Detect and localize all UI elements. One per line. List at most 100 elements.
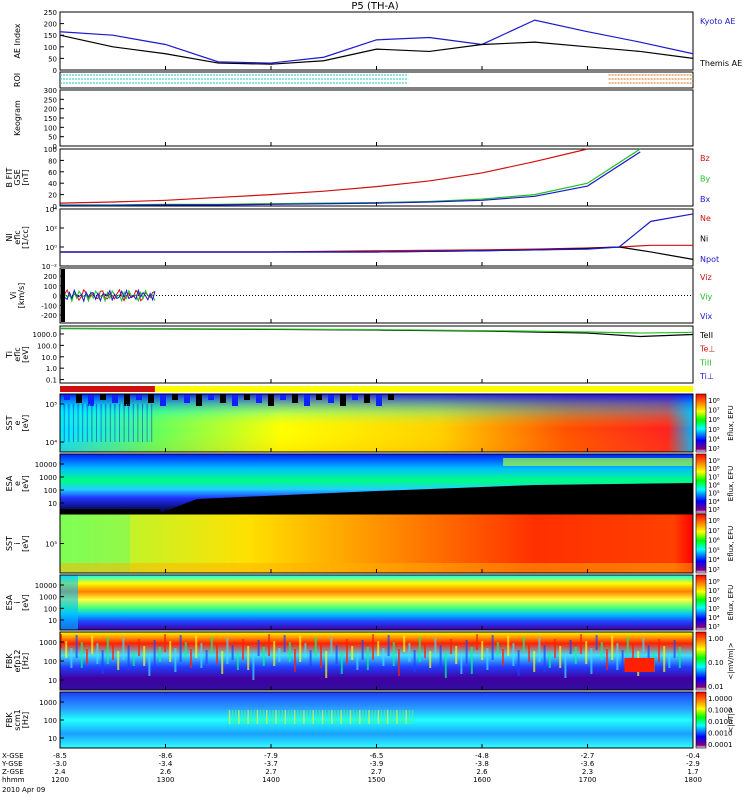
bfield-y-tick-1: 20: [48, 192, 57, 200]
fbk-e-burst-98: [569, 640, 572, 654]
sst-e-y-tick-0: 10⁴: [45, 439, 57, 447]
esa-e-cbar-tick-6: 10³: [708, 506, 720, 514]
esa-i-cbar-tick-0: 10⁸: [708, 578, 720, 586]
fbk-e-burst-119: [678, 647, 681, 668]
fbk-b-burst-57: [405, 710, 407, 724]
sst-e-block-8: [160, 394, 166, 406]
fbk-e-burst-91: [533, 651, 536, 672]
fbk-e-burst-5: [86, 649, 88, 664]
ae-ylabel-line-0: AE Index: [13, 23, 22, 58]
fbk-b-y-tick-1: 100: [44, 717, 57, 725]
fbk-e-burst-0: [60, 634, 62, 648]
fbk-e-burst-10: [112, 644, 114, 660]
fbk-e-burst-83: [491, 635, 494, 660]
sst-e-cbar-tick-0: 10⁸: [708, 397, 720, 405]
fbk-e-burst-65: [398, 649, 400, 676]
fbk-b-burst-6: [247, 710, 249, 724]
fbk-b-burst-22: [297, 710, 299, 724]
fbk-e-y-tick-0: 10: [48, 677, 57, 685]
mode-bar-segment-0: [60, 386, 155, 392]
sst-e-block-3: [100, 394, 106, 400]
fbk-e-burst-42: [278, 648, 281, 662]
velocity-legend-1: Viy: [700, 293, 713, 302]
sst-i-cbar-tick-3: 10⁵: [708, 546, 720, 554]
fbk-e-burst-105: [606, 649, 608, 670]
sst-e-block-4: [112, 394, 118, 403]
fbk-b-burst-4: [241, 710, 243, 724]
sst-e-block-19: [292, 394, 298, 403]
density-ylabel-line-1: eflc: [13, 230, 22, 244]
fbk-e-burst-103: [595, 635, 598, 650]
fbk-b-burst-17: [281, 710, 283, 724]
fbk-e-burst-40: [268, 634, 270, 656]
bfield-legend-2: Bx: [700, 195, 710, 204]
sst-e-block-24: [352, 394, 358, 400]
fbk-e-burst-16: [143, 646, 146, 666]
velocity-legend-0: Viz: [700, 273, 712, 282]
esa-i-ylabel-line-0: ESA: [5, 594, 14, 610]
fbk-e-burst-19: [158, 647, 161, 662]
sst-e-block-26: [376, 394, 382, 406]
sst-i-bottom-band: [60, 563, 693, 573]
fbk-b-ylabel-line-0: FBK: [5, 712, 14, 728]
sst-i-cbar-tick-0: 10⁸: [708, 517, 720, 525]
esa-i-cbar-tick-1: 10⁷: [708, 587, 720, 595]
esa-e-cbar-tick-5: 10⁴: [708, 498, 720, 506]
fbk-b-cbar-tick-2: 0.0100: [708, 718, 733, 726]
sst-e-block-12: [208, 394, 214, 400]
fbk-b-cbar-label: <|nT|>: [727, 707, 735, 732]
velocity-ylabel-line-1: [km/s]: [17, 283, 26, 309]
plot-title: P5 (TH-A): [351, 1, 399, 12]
density-y-tick-3: 10⁴: [45, 206, 57, 214]
ae-legend-1: Themis AE: [699, 59, 742, 68]
sst-i-colorbar: [695, 513, 707, 574]
esa-e-ylabel-line-2: [eV]: [21, 475, 30, 492]
fbk-b-burst-52: [390, 710, 392, 724]
fbk-e-burst-27: [200, 643, 203, 668]
fbk-b-burst-28: [315, 710, 318, 724]
esa-i-ylabel-line-2: [eV]: [21, 594, 30, 611]
fbk-b-burst-38: [346, 710, 349, 724]
sst-e-y-tick-1: 10⁵: [45, 401, 57, 409]
fbk-b-burst-24: [303, 710, 305, 724]
sst-e-block-5: [124, 394, 130, 406]
sst-e-cbar-tick-1: 10⁷: [708, 407, 720, 415]
fbk-e-burst-22: [174, 648, 177, 672]
fbk-b-burst-56: [402, 710, 404, 724]
sst-e-block-22: [328, 394, 334, 403]
sst-e-block-6: [136, 394, 142, 400]
fbk-e-burst-85: [502, 649, 504, 666]
fbk-b-burst-13: [269, 710, 271, 724]
velocity-legend-2: Vix: [700, 312, 713, 321]
fbk-b-colorbar: [695, 691, 707, 749]
fbk-e-burst-78: [465, 640, 468, 664]
fbk-b-burst-11: [262, 710, 265, 724]
temperature-ylabel-line-2: [eV]: [21, 346, 30, 363]
fbk-e-burst-112: [642, 638, 645, 652]
esa-i-edge: [60, 575, 78, 630]
fbk-b-spectrum: [60, 692, 693, 748]
keogram-y-tick-1: 50: [48, 134, 57, 142]
ae-y-tick-5: 250: [44, 9, 57, 17]
esa-e-cbar-tick-3: 10⁶: [708, 482, 720, 490]
esa-e-ylabel-line-0: ESA: [5, 475, 14, 491]
temperature-legend-1: Te⊥: [699, 345, 715, 354]
x-axis-tick-1-z: 2.6: [160, 768, 172, 776]
fbk-b-burst-27: [312, 710, 314, 724]
fbk-b-burst-34: [334, 710, 336, 724]
ae-y-tick-3: 150: [44, 32, 57, 40]
fbk-e-burst-35: [242, 639, 244, 660]
fbk-b-cbar-tick-4: 0.0001: [708, 741, 733, 749]
fbk-b-burst-51: [386, 710, 389, 724]
temperature-y-tick-0: 0.1: [46, 377, 57, 385]
velocity-series-2: [59, 288, 156, 303]
fbk-e-burst-30: [216, 644, 218, 664]
fbk-e-burst-68: [413, 650, 416, 672]
sst-e-cbar-tick-2: 10⁶: [708, 416, 720, 424]
fbk-b-burst-42: [359, 710, 361, 724]
fbk-b-burst-44: [365, 710, 367, 724]
fbk-e-burst-64: [392, 642, 395, 666]
fbk-e-burst-28: [205, 650, 208, 664]
fbk-b-burst-8: [253, 710, 256, 724]
fbk-e-burst-4: [80, 642, 83, 668]
